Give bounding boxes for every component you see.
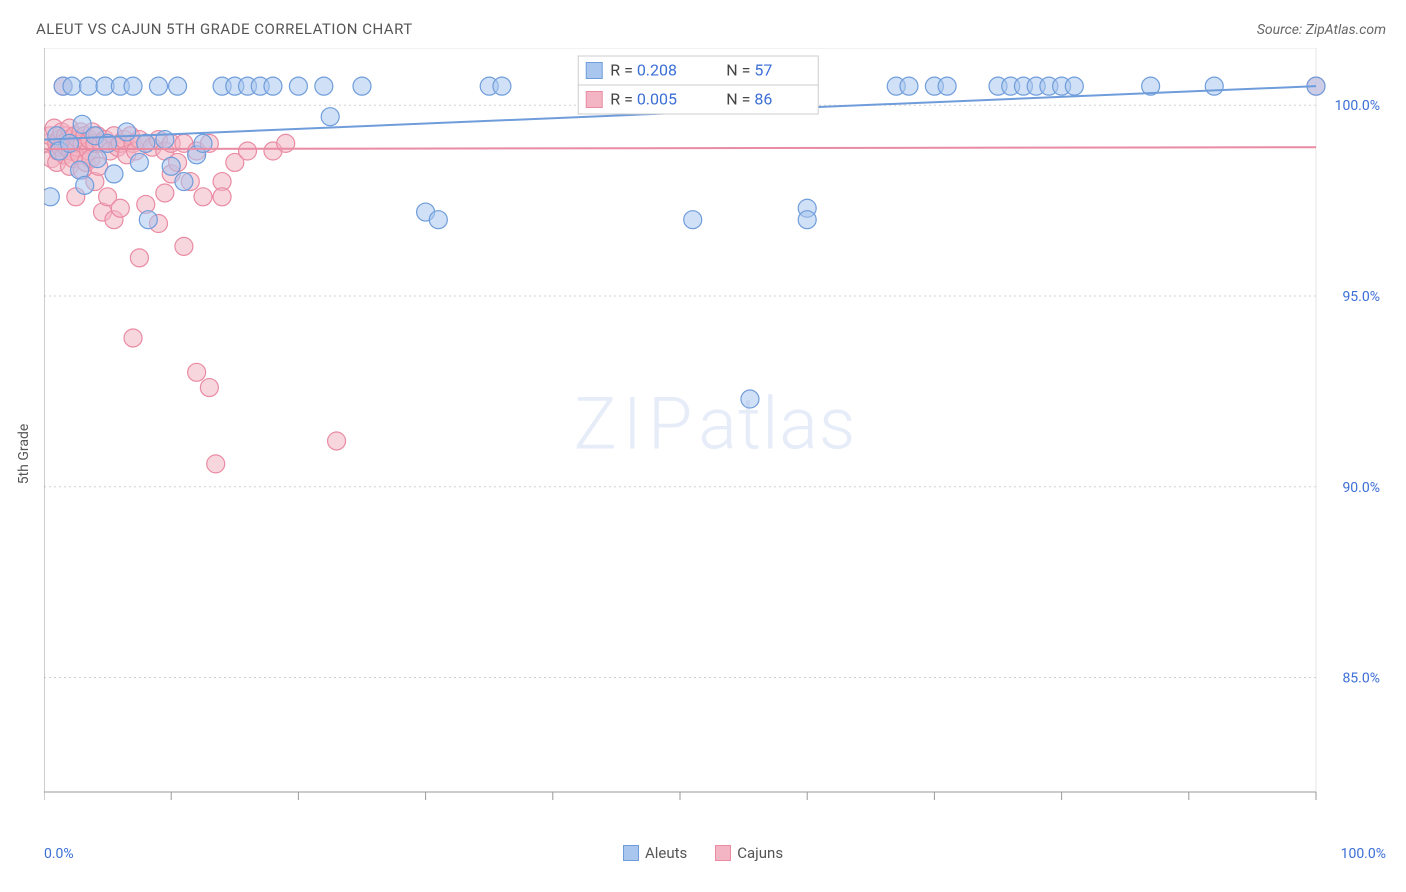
cajun-point — [194, 188, 212, 206]
svg-text:R = 0.005: R = 0.005 — [610, 90, 677, 109]
y-tick-label: 85.0% — [1342, 671, 1380, 687]
cajun-point — [328, 432, 346, 450]
svg-text:N = 57: N = 57 — [726, 61, 772, 80]
aleut-point — [80, 77, 98, 95]
aleut-point — [938, 77, 956, 95]
aleut-point — [149, 77, 167, 95]
aleut-point — [118, 123, 136, 141]
legend-item: Aleuts — [623, 844, 687, 862]
chart-title: ALEUT VS CAJUN 5TH GRADE CORRELATION CHA… — [36, 20, 413, 38]
y-tick-label: 95.0% — [1342, 289, 1380, 305]
aleut-point — [130, 153, 148, 171]
aleut-point — [162, 157, 180, 175]
chart-source: Source: ZipAtlas.com — [1257, 22, 1386, 38]
cajun-trendline — [44, 147, 1316, 149]
aleut-point — [88, 150, 106, 168]
svg-text:N = 86: N = 86 — [726, 90, 772, 109]
aleut-point — [44, 188, 59, 206]
y-axis-label: 5th Grade — [16, 424, 32, 485]
aleut-point — [139, 211, 157, 229]
cajun-point — [124, 329, 142, 347]
aleut-point — [429, 211, 447, 229]
aleut-point — [289, 77, 307, 95]
y-tick-label: 100.0% — [1335, 98, 1380, 114]
scatter-svg: 85.0%90.0%95.0%100.0%R = 0.208N = 57R = … — [44, 48, 1386, 832]
cajun-point — [213, 188, 231, 206]
y-tick-label: 90.0% — [1342, 480, 1380, 496]
plot-area: 85.0%90.0%95.0%100.0%R = 0.208N = 57R = … — [44, 48, 1386, 832]
aleut-point — [169, 77, 187, 95]
aleut-point — [493, 77, 511, 95]
cajun-point — [175, 237, 193, 255]
legend-swatch — [715, 845, 731, 861]
cajun-point — [130, 249, 148, 267]
header-row: ALEUT VS CAJUN 5TH GRADE CORRELATION CHA… — [36, 20, 1386, 38]
aleut-point — [315, 77, 333, 95]
cajun-point — [111, 199, 129, 217]
aleut-point — [1205, 77, 1223, 95]
aleut-point — [105, 165, 123, 183]
aleut-point — [63, 77, 81, 95]
aleut-point — [175, 173, 193, 191]
cajun-point — [239, 142, 257, 160]
correlation-box: R = 0.208 N = 57 R = 0.005 N = 86 — [578, 56, 818, 114]
legend-swatch — [623, 845, 639, 861]
aleut-point — [741, 390, 759, 408]
legend-item: Cajuns — [715, 844, 783, 862]
aleut-point — [353, 77, 371, 95]
aleut-point — [900, 77, 918, 95]
legend-bottom: Aleuts Cajuns — [0, 844, 1406, 862]
aleut-point — [1065, 77, 1083, 95]
cajun-point — [156, 184, 174, 202]
cajun-point — [188, 363, 206, 381]
aleut-point — [321, 108, 339, 126]
aleut-point — [124, 77, 142, 95]
aleut-point — [684, 211, 702, 229]
svg-text:R = 0.208: R = 0.208 — [610, 61, 677, 80]
cajun-point — [200, 379, 218, 397]
aleut-point — [264, 77, 282, 95]
cajun-point — [207, 455, 225, 473]
aleut-point — [76, 176, 94, 194]
aleut-point — [798, 211, 816, 229]
